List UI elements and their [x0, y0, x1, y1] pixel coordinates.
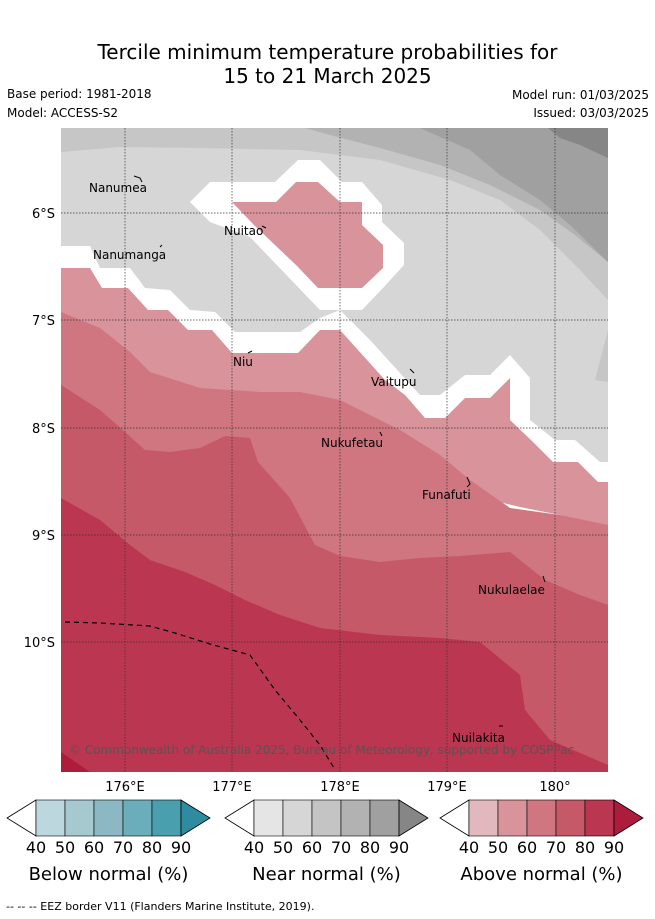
colorbar-below-normal-tick-label: 90 — [171, 838, 191, 857]
colorbar-below-normal-over-triangle — [180, 799, 211, 837]
niu-island-shape — [247, 350, 253, 354]
near-normal-90-area — [548, 128, 608, 158]
colorbar-near-normal-tick-label: 40 — [244, 838, 264, 857]
colorbar-below-normal-segment — [64, 799, 95, 837]
colorbar-above-normal: 40 50 60 70 80 90 Above normal (%) — [439, 799, 644, 885]
colorbar-above-normal-segment — [497, 799, 528, 837]
island-label-nukulaelae: Nukulaelae — [478, 583, 545, 597]
title-line-1: Tercile minimum temperature probabilitie… — [97, 40, 558, 64]
island-label-vaitupu: Vaitupu — [371, 375, 417, 389]
lon-tick-177e: 177°E — [212, 780, 252, 795]
colorbar-near-normal-tick-label: 90 — [389, 838, 409, 857]
lon-tick-180: 180° — [539, 780, 570, 795]
colorbar-near-normal-segment — [311, 799, 342, 837]
island-label-nuitao: Nuitao — [224, 224, 263, 238]
colorbar-above-normal-segment — [468, 799, 499, 837]
nukufetau-island-shape — [379, 431, 383, 437]
funafuti-island-shape — [466, 476, 471, 488]
base-period: Base period: 1981-2018 — [7, 87, 152, 101]
colorbar-near-normal-title: Near normal (%) — [252, 864, 401, 885]
lon-tick-176e: 176°E — [105, 780, 145, 795]
colorbar-above-normal-over-triangle — [613, 799, 644, 837]
colorbar-near-normal-segment — [369, 799, 400, 837]
colorbar-above-normal-segment — [584, 799, 615, 837]
above-normal-50-area — [61, 268, 608, 525]
near-normal-80-area — [420, 128, 608, 262]
eez-legend: -- -- -- EEZ border V11 (Flanders Marine… — [6, 900, 315, 913]
nanumea-island-shape — [133, 175, 143, 183]
colorbar-below-normal-tick-label: 60 — [84, 838, 104, 857]
colorbar-below-normal-title: Below normal (%) — [29, 864, 189, 885]
lat-tick-7s: 7°S — [32, 314, 55, 329]
lat-tick-6s: 6°S — [32, 207, 55, 222]
graticule — [61, 128, 608, 772]
colorbar-below-normal-tick-label: 70 — [113, 838, 133, 857]
vaitupu-island-shape — [409, 368, 415, 374]
nuitao-above-normal-area — [232, 182, 383, 288]
colorbar-below-normal-segment — [93, 799, 124, 837]
colorbar-near-normal-segment — [253, 799, 284, 837]
lon-tick-178e: 178°E — [320, 780, 360, 795]
colorbar-above-normal-tick-label: 60 — [517, 838, 537, 857]
colorbar-near-normal-tick-label: 70 — [331, 838, 351, 857]
island-outlines — [133, 175, 546, 727]
nukulaelae-island-shape — [542, 575, 546, 583]
lat-tick-10s: 10°S — [24, 636, 55, 651]
island-label-nuilakita: Nuilakita — [452, 731, 505, 745]
colorbar-above-normal-tick-label: 50 — [488, 838, 508, 857]
island-label-nukufetau: Nukufetau — [321, 436, 383, 450]
island-label-funafuti: Funafuti — [422, 488, 471, 502]
colorbar-near-normal-tick-label: 60 — [302, 838, 322, 857]
island-label-nanumea: Nanumea — [89, 181, 147, 195]
colorbar-below-normal-tick-label: 50 — [55, 838, 75, 857]
colorbar-below-normal-segment — [35, 799, 66, 837]
colorbar-below-normal-tick-label: 80 — [142, 838, 162, 857]
model-run: Model run: 01/03/2025 — [511, 88, 649, 102]
colorbar-below-normal-segment — [151, 799, 182, 837]
title-line-2: 15 to 21 March 2025 — [223, 64, 432, 88]
colorbar-near-normal-tick-label: 80 — [360, 838, 380, 857]
island-label-nanumanga: Nanumanga — [93, 248, 166, 262]
lat-tick-9s: 9°S — [32, 529, 55, 544]
lon-tick-179e: 179°E — [427, 780, 467, 795]
colorbar-above-normal-segment — [555, 799, 586, 837]
colorbar-near-normal: 40 50 60 70 80 90 Near normal (%) — [224, 799, 429, 885]
copyright-notice: © Commonwealth of Australia 2025, Bureau… — [69, 743, 574, 757]
colorbar-above-normal-segment — [526, 799, 557, 837]
colorbar-below-normal-segment — [122, 799, 153, 837]
island-label-niu: Niu — [233, 355, 253, 369]
colorbar-near-normal-segment — [340, 799, 371, 837]
lat-tick-8s: 8°S — [32, 422, 55, 437]
issued-date: Issued: 03/03/2025 — [533, 106, 649, 120]
colorbar-below-normal: 40 50 60 70 80 90 Below normal (%) — [6, 799, 211, 885]
colorbar-near-normal-segment — [282, 799, 313, 837]
colorbar-near-normal-tick-label: 50 — [273, 838, 293, 857]
above-normal-90-area — [61, 752, 90, 772]
colorbar-above-normal-tick-label: 90 — [604, 838, 624, 857]
colorbar-below-normal-tick-label: 40 — [26, 838, 46, 857]
nuitao-island-shape — [261, 225, 267, 229]
colorbar-near-normal-under-triangle — [224, 799, 255, 837]
colorbar-above-normal-tick-label: 70 — [546, 838, 566, 857]
map-title: Tercile minimum temperature probabilitie… — [0, 40, 655, 88]
colorbar-above-normal-under-triangle — [439, 799, 470, 837]
colorbar-above-normal-tick-label: 40 — [459, 838, 479, 857]
probability-map: Nanumea Nanumanga Nuitao Niu Vaitupu Nuk… — [61, 128, 608, 772]
colorbar-above-normal-title: Above normal (%) — [460, 864, 622, 885]
above-normal-80-area — [61, 498, 608, 772]
colorbar-below-normal-under-triangle — [6, 799, 37, 837]
colorbar-near-normal-over-triangle — [398, 799, 429, 837]
model-name: Model: ACCESS-S2 — [7, 106, 119, 120]
colorbar-above-normal-tick-label: 80 — [575, 838, 595, 857]
nanumanga-island-shape — [159, 244, 163, 248]
